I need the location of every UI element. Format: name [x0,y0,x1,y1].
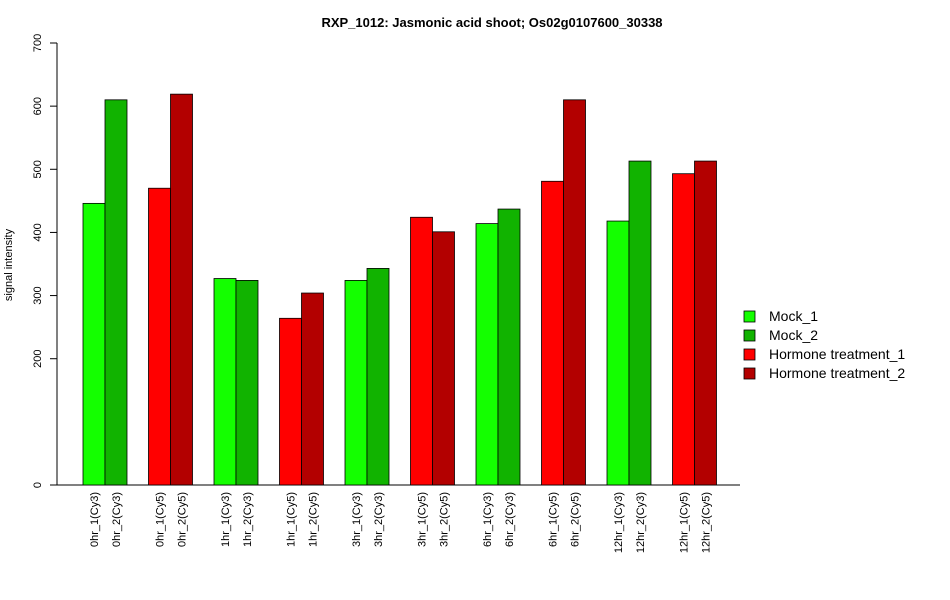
bar [628,160,652,486]
x-tick-label: 12hr_2(Cy5) [701,492,713,553]
legend-label: Mock_2 [769,327,818,343]
x-tick-label: 12hr_1(Cy5) [679,492,691,553]
bar [541,180,564,486]
legend-swatch [743,367,756,380]
bar [672,173,695,486]
legend-swatch [743,348,756,361]
legend-label: Hormone treatment_1 [769,346,905,362]
x-tick-label: 6hr_1(Cy5) [548,492,560,547]
x-tick-label: 0hr_1(Cy3) [89,492,101,547]
y-tick-label: 700 [32,34,44,52]
y-axis: 0 200 300 400 500 600 700 [32,34,58,488]
x-tick-label: 3hr_1(Cy3) [351,492,363,547]
bar [344,280,368,486]
legend: Mock_1 Mock_2 Hormone treatment_1 Hormone t… [743,308,905,381]
chart-title: RXP_1012: Jasmonic acid shoot; Os02g0107… [321,15,662,30]
bar [475,223,499,486]
y-tick-label: 200 [32,350,44,368]
legend-swatch [743,310,756,323]
bar [301,292,324,486]
y-tick-label: 400 [32,223,44,241]
bar [279,317,302,486]
x-tick-label: 12hr_1(Cy3) [613,492,625,553]
x-tick-label: 6hr_2(Cy5) [570,492,582,547]
bar [366,268,390,486]
x-tick-label: 0hr_2(Cy3) [111,492,123,547]
x-tick-label: 0hr_1(Cy5) [155,492,167,547]
x-tick-label: 1hr_1(Cy5) [286,492,298,547]
y-axis-label: signal intensity [3,228,15,301]
bars [82,93,717,486]
bar [694,160,717,486]
bar [235,280,259,486]
x-tick-label: 1hr_1(Cy3) [220,492,232,547]
bar [497,208,521,486]
x-tick-label: 1hr_2(Cy5) [308,492,320,547]
bar [606,220,630,486]
y-tick-label: 500 [32,160,44,178]
bar [213,278,237,486]
bar [410,216,433,486]
y-tick-label: 0 [32,482,44,488]
bar [170,93,193,486]
x-tick-label: 6hr_2(Cy3) [504,492,516,547]
x-tick-labels: 0hr_1(Cy3) 0hr_2(Cy3) 0hr_1(Cy5) 0hr_2(Cy5)… [89,492,713,553]
x-tick-label: 3hr_1(Cy5) [417,492,429,547]
bar [104,99,128,486]
x-tick-label: 12hr_2(Cy3) [635,492,647,553]
y-tick-label: 600 [32,97,44,115]
bar [563,99,586,486]
x-tick-label: 6hr_1(Cy3) [482,492,494,547]
bar [82,202,106,486]
legend-label: Hormone treatment_2 [769,365,905,381]
legend-label: Mock_1 [769,308,818,324]
x-tick-label: 1hr_2(Cy3) [242,492,254,547]
legend-swatch [743,329,756,342]
bar [432,231,455,486]
x-tick-label: 3hr_2(Cy5) [439,492,451,547]
y-tick-label: 300 [32,286,44,304]
x-tick-label: 0hr_2(Cy5) [177,492,189,547]
x-tick-label: 3hr_2(Cy3) [373,492,385,547]
bar [148,187,171,486]
